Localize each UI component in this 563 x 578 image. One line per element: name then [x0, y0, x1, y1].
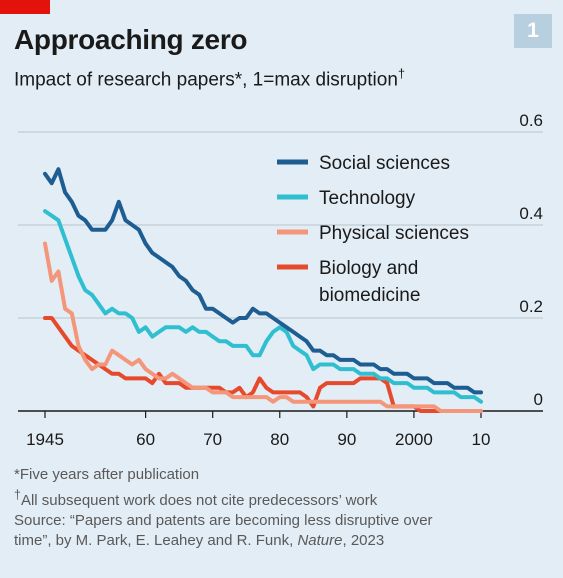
series-line-social-sciences [43, 167, 483, 395]
source-journal: Nature [297, 532, 343, 549]
brand-red-tab [0, 0, 50, 14]
series-line-physical-sciences [43, 241, 483, 413]
footnote-dagger-mark: † [14, 488, 21, 502]
subtitle-dagger-mark: † [397, 66, 406, 81]
chart-subtitle-text: Impact of research papers*, 1=max disrup… [14, 69, 398, 91]
chart-subtitle: Impact of research papers*, 1=max disrup… [14, 66, 405, 91]
series-line-technology [43, 209, 483, 404]
footnote-citation-text: All subsequent work does not cite predec… [20, 492, 378, 509]
x-tick-label: 70 [203, 430, 222, 449]
legend-label: Social sciences [319, 153, 450, 174]
y-tick-label: 0.4 [519, 204, 543, 223]
legend-label: Technology [319, 188, 416, 209]
legend-label: Physical sciences [319, 223, 469, 244]
x-tick-label: 10 [472, 430, 491, 449]
footnote-citation: †All subsequent work does not cite prede… [14, 485, 534, 511]
legend-label: biomedicine [319, 285, 420, 306]
source-year: , 2023 [342, 532, 385, 549]
y-tick-label: 0.6 [519, 111, 543, 130]
x-tick-label: 60 [136, 430, 155, 449]
source-line-2: time”, by M. Park, E. Leahey and R. Funk… [14, 531, 534, 551]
y-tick-label: 0.2 [519, 297, 543, 316]
source-authors: time”, by M. Park, E. Leahey and R. Funk… [14, 532, 298, 549]
chart-title: Approaching zero [14, 24, 248, 55]
footnote-five-years: *Five years after publication [14, 466, 200, 483]
x-tick-label: 80 [270, 430, 289, 449]
x-tick-label: 90 [337, 430, 356, 449]
source-line-1: Source: “Papers and patents are becoming… [14, 512, 433, 529]
y-tick-label: 0 [534, 390, 543, 409]
x-tick-label: 1945 [26, 430, 64, 449]
legend-label: Biology and [319, 258, 418, 279]
chart-number-badge: 1 [514, 14, 552, 48]
footnotes: *Five years after publication †All subse… [14, 465, 534, 551]
x-tick-label: 2000 [395, 430, 433, 449]
